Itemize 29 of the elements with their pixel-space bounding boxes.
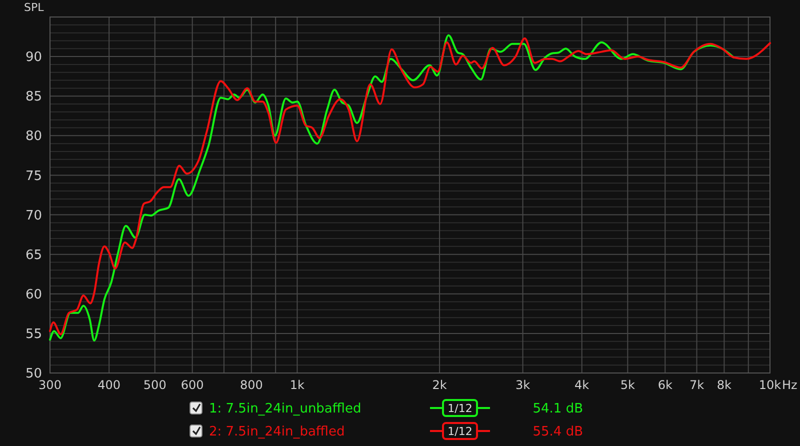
x-tick-label: 2k — [432, 378, 447, 392]
y-axis-title: SPL — [24, 1, 45, 14]
x-tick-label: 5k — [620, 378, 636, 392]
y-tick-label: 90 — [25, 50, 42, 66]
x-tick-label: 3k — [515, 378, 530, 392]
text: 1/12 — [448, 402, 472, 415]
text: 2: 7.5in_24in_baffled — [209, 424, 345, 440]
x-tick-label: 1k — [290, 378, 305, 392]
x-tick-label: 400 — [98, 378, 121, 392]
x-tick-label: 600 — [180, 378, 204, 392]
y-tick-label: 80 — [25, 129, 42, 144]
y-tick-label: 85 — [25, 90, 42, 105]
text: 55.4 dB — [532, 424, 583, 440]
x-tick-label: 4k — [574, 378, 590, 392]
y-tick-label: 75 — [25, 168, 42, 184]
y-tick-label: 60 — [25, 287, 42, 302]
x-tick-label: 6k — [658, 378, 672, 392]
text: 1: 7.5in_24in_unbaffled — [209, 402, 362, 417]
x-tick-label: 500 — [143, 378, 166, 392]
y-tick-label: 55 — [25, 326, 42, 342]
text: 54.1 dB — [532, 402, 583, 417]
x-tick-label: 8k — [716, 378, 732, 392]
x-tick-label: 800 — [240, 378, 263, 392]
x-axis-title: Hz — [782, 378, 798, 392]
y-tick-label: 65 — [25, 248, 42, 263]
text: 1/12 — [448, 424, 472, 438]
x-tick-label: 10k — [758, 378, 782, 392]
y-tick-label: 70 — [25, 208, 42, 224]
x-tick-label: 7k — [689, 378, 704, 392]
